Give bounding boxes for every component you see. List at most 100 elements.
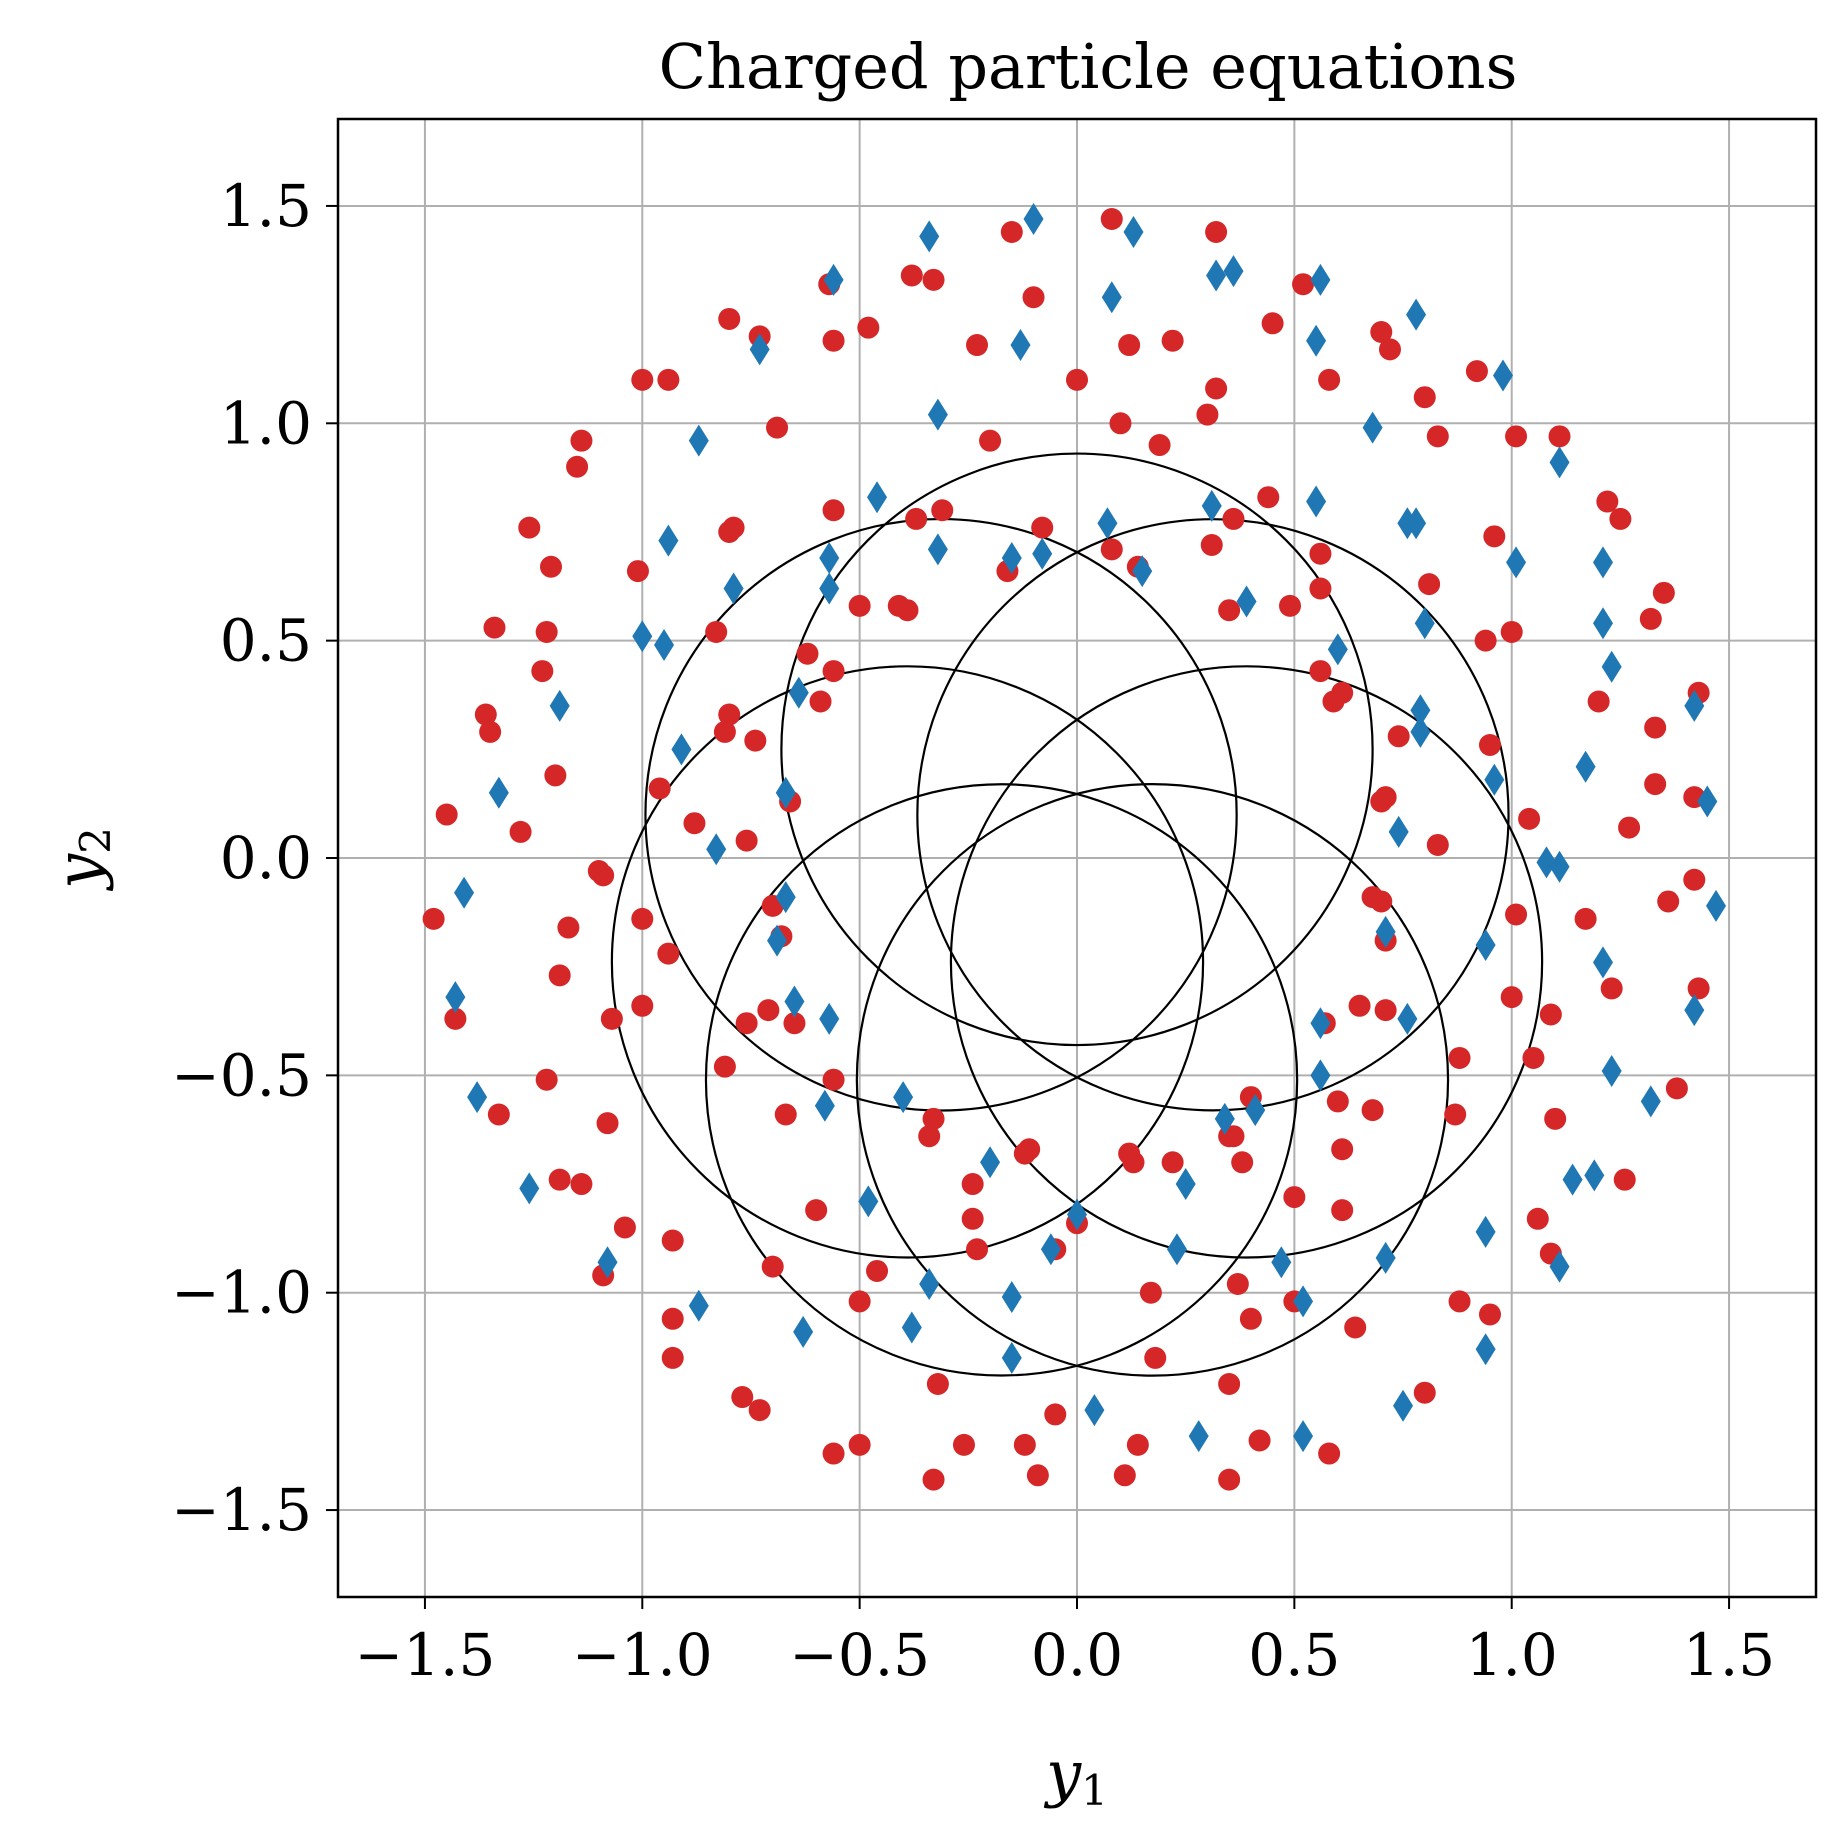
dot-marker: [809, 690, 832, 713]
diamond-marker: [1406, 507, 1427, 540]
diamond-marker: [1010, 329, 1031, 362]
dot-marker: [1309, 577, 1332, 600]
dot-marker: [713, 1055, 736, 1078]
dot-marker: [866, 1259, 889, 1282]
dot-marker: [1239, 1307, 1262, 1330]
diamond-marker: [1001, 1341, 1022, 1374]
dot-marker: [1505, 425, 1528, 448]
diamond-marker: [1406, 298, 1427, 331]
dot-marker: [1205, 221, 1228, 244]
dot-marker: [648, 777, 671, 800]
diamond-marker: [1592, 546, 1613, 579]
diamond-marker: [1306, 485, 1327, 518]
dot-marker: [509, 820, 532, 843]
diamond-marker: [1536, 846, 1557, 879]
diamond-marker: [632, 620, 653, 653]
dot-marker: [922, 1107, 945, 1130]
dot-marker: [1279, 594, 1302, 617]
dot-marker: [1361, 1099, 1384, 1122]
dot-marker: [1444, 1103, 1467, 1126]
dot-marker: [822, 1442, 845, 1465]
diamond-marker: [1245, 1094, 1266, 1127]
dot-marker: [1013, 1142, 1036, 1165]
diamond-marker: [980, 1146, 1001, 1179]
diamond-marker: [867, 481, 888, 514]
dot-marker: [1387, 725, 1410, 748]
dot-marker: [705, 620, 728, 643]
y-tick-label: −0.5: [171, 1041, 312, 1109]
dot-marker: [1548, 425, 1571, 448]
dot-marker: [1322, 690, 1345, 713]
dot-marker: [422, 907, 445, 930]
diamond-marker: [1032, 537, 1053, 570]
dot-marker: [631, 368, 654, 391]
diamond-marker: [688, 1289, 709, 1322]
dot-marker: [731, 1386, 754, 1409]
dot-marker: [596, 1112, 619, 1135]
diamond-marker: [1123, 216, 1144, 249]
dot-marker: [600, 1007, 623, 1030]
dot-marker: [713, 720, 736, 743]
dot-marker: [535, 1068, 558, 1091]
dot-marker: [1413, 386, 1436, 409]
diamond-marker: [671, 733, 692, 766]
dot-marker: [1370, 321, 1393, 344]
dot-marker: [1318, 1442, 1341, 1465]
diamond-marker: [788, 676, 809, 709]
dot-marker: [548, 964, 571, 987]
y-tick-label: 0.5: [220, 607, 312, 675]
diamond-marker: [1397, 1002, 1418, 1035]
y-tick-label: 0.0: [220, 824, 312, 892]
dot-marker: [1500, 986, 1523, 1009]
diamond-marker: [819, 572, 840, 605]
dot-marker: [1539, 1003, 1562, 1026]
chart-title: Charged particle equations: [659, 30, 1518, 103]
diamond-marker: [1188, 1420, 1209, 1453]
dot-marker: [1139, 1281, 1162, 1304]
dot-marker: [1426, 833, 1449, 856]
dot-marker: [718, 703, 741, 726]
dot-marker: [979, 429, 1002, 452]
diamond-marker: [1271, 1246, 1292, 1279]
y-axis-label-main: y: [42, 853, 115, 892]
dot-marker: [783, 1012, 806, 1035]
diamond-marker: [1375, 1241, 1396, 1274]
diamond-marker: [445, 981, 466, 1014]
x-axis-label-main: y: [1043, 1737, 1082, 1810]
diamond-marker: [454, 876, 475, 909]
dot-marker: [1292, 273, 1315, 296]
dot-marker: [1000, 221, 1023, 244]
diamond-marker: [1475, 1215, 1496, 1248]
dot-marker: [566, 455, 589, 478]
diamond-marker: [1684, 689, 1705, 722]
dot-marker: [1026, 1464, 1049, 1487]
dot-markers: [422, 207, 1710, 1491]
diamond-marker: [1410, 694, 1431, 727]
dot-marker: [1109, 412, 1132, 435]
dot-marker: [1344, 1316, 1367, 1339]
dot-marker: [661, 1229, 684, 1252]
diamond-marker: [1684, 994, 1705, 1027]
dot-marker: [1148, 434, 1171, 457]
dot-marker: [483, 616, 506, 639]
dot-marker: [1618, 816, 1641, 839]
dot-marker: [1113, 1464, 1136, 1487]
dot-marker: [805, 1199, 828, 1222]
dot-marker: [631, 994, 654, 1017]
dot-marker: [857, 316, 880, 339]
diamond-marker: [793, 1315, 814, 1348]
diamond-marker: [1166, 1233, 1187, 1266]
diamond-marker: [1697, 785, 1718, 818]
trajectory-line: [610, 452, 1544, 1378]
dot-marker: [613, 1216, 636, 1239]
dot-marker: [1222, 507, 1245, 530]
diamond-marker: [1575, 750, 1596, 783]
dot-marker: [1544, 1107, 1567, 1130]
diamond-marker: [467, 1081, 488, 1114]
x-tick-label: 1.0: [1466, 1621, 1558, 1689]
diamond-marker: [1001, 1281, 1022, 1314]
dot-marker: [657, 368, 680, 391]
dot-marker: [1574, 907, 1597, 930]
diamond-marker: [1592, 946, 1613, 979]
dot-marker: [848, 1290, 871, 1313]
